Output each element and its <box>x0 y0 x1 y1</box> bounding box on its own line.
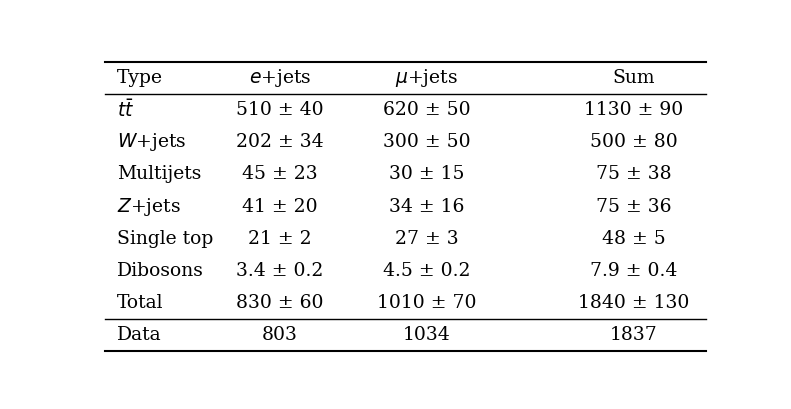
Text: 34 ± 16: 34 ± 16 <box>389 198 464 216</box>
Text: Data: Data <box>117 326 162 344</box>
Text: 75 ± 38: 75 ± 38 <box>596 165 672 183</box>
Text: 300 ± 50: 300 ± 50 <box>383 133 471 151</box>
Text: 3.4 ± 0.2: 3.4 ± 0.2 <box>236 262 324 280</box>
Text: Type: Type <box>117 69 163 87</box>
Text: Total: Total <box>117 294 164 312</box>
Text: 45 ± 23: 45 ± 23 <box>242 165 317 183</box>
Text: $Z$+jets: $Z$+jets <box>117 196 181 218</box>
Text: 510 ± 40: 510 ± 40 <box>236 101 324 119</box>
Text: Multijets: Multijets <box>117 165 202 183</box>
Text: Single top: Single top <box>117 230 214 248</box>
Text: 1010 ± 70: 1010 ± 70 <box>377 294 477 312</box>
Text: 830 ± 60: 830 ± 60 <box>236 294 324 312</box>
Text: 1034: 1034 <box>403 326 451 344</box>
Text: $W$+jets: $W$+jets <box>117 131 187 153</box>
Text: $t\bar{t}$: $t\bar{t}$ <box>117 99 134 121</box>
Text: 1837: 1837 <box>610 326 657 344</box>
Text: 1130 ± 90: 1130 ± 90 <box>584 101 683 119</box>
Text: 48 ± 5: 48 ± 5 <box>602 230 665 248</box>
Text: 30 ± 15: 30 ± 15 <box>389 165 464 183</box>
Text: $\mu$+jets: $\mu$+jets <box>396 67 458 89</box>
Text: 500 ± 80: 500 ± 80 <box>590 133 678 151</box>
Text: 7.9 ± 0.4: 7.9 ± 0.4 <box>590 262 677 280</box>
Text: 620 ± 50: 620 ± 50 <box>383 101 471 119</box>
Text: $e$+jets: $e$+jets <box>248 67 311 89</box>
Text: 202 ± 34: 202 ± 34 <box>236 133 324 151</box>
Text: 41 ± 20: 41 ± 20 <box>242 198 317 216</box>
Text: 27 ± 3: 27 ± 3 <box>395 230 459 248</box>
Text: Sum: Sum <box>612 69 655 87</box>
Text: 1840 ± 130: 1840 ± 130 <box>578 294 690 312</box>
Text: 803: 803 <box>262 326 297 344</box>
Text: 75 ± 36: 75 ± 36 <box>596 198 672 216</box>
Text: 4.5 ± 0.2: 4.5 ± 0.2 <box>383 262 471 280</box>
Text: Dibosons: Dibosons <box>117 262 204 280</box>
Text: 21 ± 2: 21 ± 2 <box>248 230 312 248</box>
